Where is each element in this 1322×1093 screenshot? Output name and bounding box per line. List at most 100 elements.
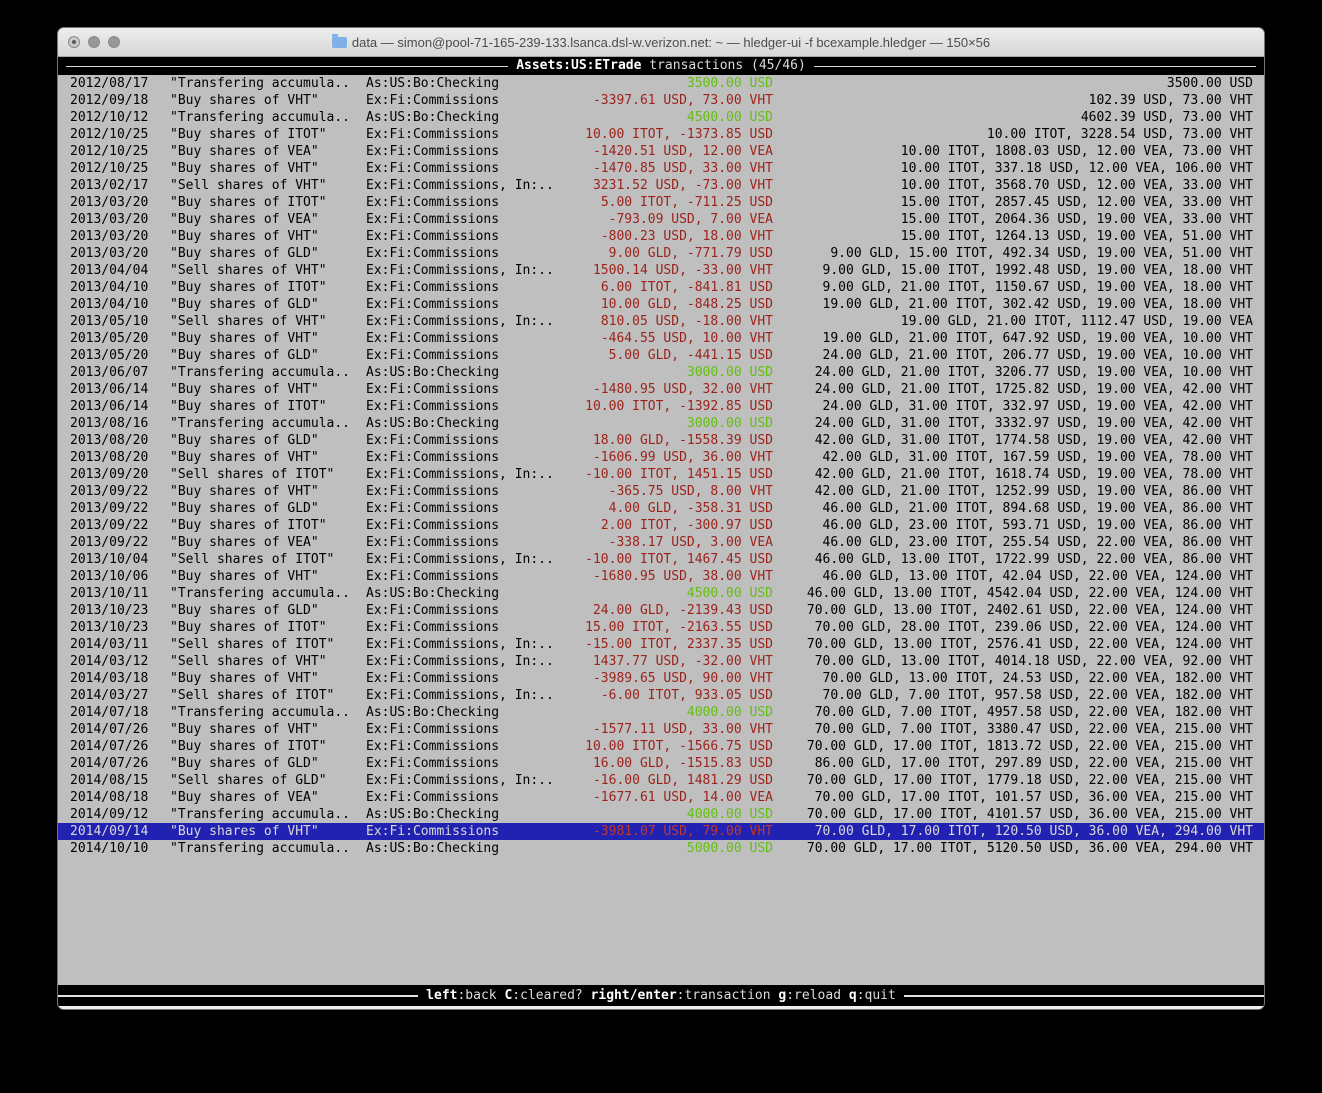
tx-date: 2013/03/20 (70, 246, 149, 261)
transaction-row[interactable]: 2013/04/10 "Buy shares of ITOT" Ex:Fi:Comm… (58, 279, 1264, 296)
window-controls (68, 28, 120, 56)
transaction-row[interactable]: 2012/09/18 "Buy shares of VHT" Ex:Fi:Commi… (58, 92, 1264, 109)
transaction-row[interactable]: 2014/03/18 "Buy shares of VHT" Ex:Fi:Commi… (58, 670, 1264, 687)
transaction-row[interactable]: 2013/08/16 "Transfering accumula.. As:US:B… (58, 415, 1264, 432)
transaction-row[interactable]: 2013/08/20 "Buy shares of VHT" Ex:Fi:Commi… (58, 449, 1264, 466)
transaction-row[interactable]: 2013/03/20 "Buy shares of VHT" Ex:Fi:Commi… (58, 228, 1264, 245)
tx-date: 2013/10/11 (70, 586, 149, 601)
tx-date: 2013/09/22 (70, 484, 149, 499)
transaction-row[interactable]: 2013/09/22 "Buy shares of VEA" Ex:Fi:Commi… (58, 534, 1264, 551)
transaction-row[interactable]: 2013/08/20 "Buy shares of GLD" Ex:Fi:Commi… (58, 432, 1264, 449)
tx-date: 2013/05/10 (70, 314, 149, 329)
tx-date: 2012/09/18 (70, 93, 149, 108)
tx-description: "Transfering accumula.. (170, 76, 351, 91)
tx-accounts: Ex:Fi:Commissions, In:.. (366, 178, 554, 193)
tx-description: "Sell shares of GLD" (170, 773, 327, 788)
tx-amount: 2.00 ITOT, -300.97 USD (600, 518, 773, 533)
tx-description: "Sell shares of ITOT" (170, 688, 335, 703)
transaction-row[interactable]: 2013/10/04 "Sell shares of ITOT" Ex:Fi:Com… (58, 551, 1264, 568)
tx-description: "Transfering accumula.. (170, 416, 351, 431)
tx-description: "Transfering accumula.. (170, 110, 351, 125)
transaction-row[interactable]: 2014/07/26 "Buy shares of ITOT" Ex:Fi:Comm… (58, 738, 1264, 755)
transaction-row[interactable]: 2012/08/17 "Transfering accumula.. As:US:B… (58, 75, 1264, 92)
tx-balance: 70.00 GLD, 7.00 ITOT, 4957.58 USD, 22.00… (814, 705, 1253, 720)
transaction-row[interactable]: 2012/10/25 "Buy shares of ITOT" Ex:Fi:Comm… (58, 126, 1264, 143)
transaction-row[interactable]: 2013/05/20 "Buy shares of GLD" Ex:Fi:Commi… (58, 347, 1264, 364)
tx-balance: 10.00 ITOT, 337.18 USD, 12.00 VEA, 106.0… (900, 161, 1253, 176)
tx-accounts: As:US:Bo:Checking (366, 110, 500, 125)
tx-description: "Buy shares of ITOT" (170, 127, 327, 142)
transaction-row[interactable]: 2012/10/25 "Buy shares of VHT" Ex:Fi:Commi… (58, 160, 1264, 177)
transaction-row[interactable]: 2013/10/11 "Transfering accumula.. As:US:B… (58, 585, 1264, 602)
tx-description: "Buy shares of GLD" (170, 433, 319, 448)
transaction-row[interactable]: 2013/02/17 "Sell shares of VHT" Ex:Fi:Comm… (58, 177, 1264, 194)
transaction-row[interactable]: 2014/07/18 "Transfering accumula.. As:US:B… (58, 704, 1264, 721)
transaction-row[interactable]: 2013/03/20 "Buy shares of ITOT" Ex:Fi:Comm… (58, 194, 1264, 211)
transaction-row[interactable]: 2014/10/10 "Transfering accumula.. As:US:B… (58, 840, 1264, 857)
transaction-row[interactable]: 2013/09/22 "Buy shares of VHT" Ex:Fi:Commi… (58, 483, 1264, 500)
minimize-button[interactable] (88, 36, 100, 48)
tx-date: 2014/09/12 (70, 807, 149, 822)
tx-accounts: As:US:Bo:Checking (366, 841, 500, 856)
tx-accounts: Ex:Fi:Commissions, In:.. (366, 552, 554, 567)
transaction-row[interactable]: 2014/09/14 "Buy shares of VHT" Ex:Fi:Commi… (58, 823, 1264, 840)
tx-date: 2014/07/26 (70, 756, 149, 771)
tx-date: 2013/04/10 (70, 297, 149, 312)
tx-date: 2013/03/20 (70, 229, 149, 244)
transaction-row[interactable]: 2013/05/20 "Buy shares of VHT" Ex:Fi:Commi… (58, 330, 1264, 347)
tx-balance: 86.00 GLD, 17.00 ITOT, 297.89 USD, 22.00… (814, 756, 1253, 771)
transaction-row[interactable]: 2013/03/20 "Buy shares of GLD" Ex:Fi:Commi… (58, 245, 1264, 262)
tx-balance: 70.00 GLD, 7.00 ITOT, 957.58 USD, 22.00 … (822, 688, 1253, 703)
transaction-row[interactable]: 2013/10/23 "Buy shares of ITOT" Ex:Fi:Comm… (58, 619, 1264, 636)
empty-area (58, 857, 1264, 985)
window-bottom-edge (58, 1006, 1264, 1009)
transaction-row[interactable]: 2014/03/11 "Sell shares of ITOT" Ex:Fi:Com… (58, 636, 1264, 653)
transaction-row[interactable]: 2012/10/25 "Buy shares of VEA" Ex:Fi:Commi… (58, 143, 1264, 160)
transaction-row[interactable]: 2013/05/10 "Sell shares of VHT" Ex:Fi:Comm… (58, 313, 1264, 330)
transaction-row[interactable]: 2014/08/18 "Buy shares of VEA" Ex:Fi:Commi… (58, 789, 1264, 806)
transaction-row[interactable]: 2014/07/26 "Buy shares of VHT" Ex:Fi:Commi… (58, 721, 1264, 738)
transaction-row[interactable]: 2014/03/27 "Sell shares of ITOT" Ex:Fi:Com… (58, 687, 1264, 704)
tx-balance: 46.00 GLD, 13.00 ITOT, 42.04 USD, 22.00 … (822, 569, 1253, 584)
tx-amount: -15.00 ITOT, 2337.35 USD (585, 637, 773, 652)
tx-balance: 46.00 GLD, 21.00 ITOT, 894.68 USD, 19.00… (822, 501, 1253, 516)
transaction-row[interactable]: 2013/04/04 "Sell shares of VHT" Ex:Fi:Comm… (58, 262, 1264, 279)
header-rule-right (813, 65, 1257, 67)
tx-amount: 3231.52 USD, -73.00 VHT (592, 178, 773, 193)
close-button[interactable] (68, 36, 80, 48)
tx-amount: -1680.95 USD, 38.00 VHT (592, 569, 773, 584)
transaction-row[interactable]: 2014/09/12 "Transfering accumula.. As:US:B… (58, 806, 1264, 823)
folder-icon (331, 33, 347, 48)
tx-amount: 10.00 ITOT, -1566.75 USD (585, 739, 773, 754)
tx-balance: 42.00 GLD, 21.00 ITOT, 1252.99 USD, 19.0… (814, 484, 1253, 499)
transaction-row[interactable]: 2013/04/10 "Buy shares of GLD" Ex:Fi:Commi… (58, 296, 1264, 313)
tx-amount: 6.00 ITOT, -841.81 USD (600, 280, 773, 295)
transaction-row[interactable]: 2014/03/12 "Sell shares of VHT" Ex:Fi:Comm… (58, 653, 1264, 670)
tx-accounts: Ex:Fi:Commissions, In:.. (366, 314, 554, 329)
tx-date: 2013/10/23 (70, 620, 149, 635)
tx-accounts: Ex:Fi:Commissions (366, 348, 500, 363)
transaction-row[interactable]: 2014/07/26 "Buy shares of GLD" Ex:Fi:Commi… (58, 755, 1264, 772)
transaction-row[interactable]: 2013/03/20 "Buy shares of VEA" Ex:Fi:Commi… (58, 211, 1264, 228)
transaction-row[interactable]: 2013/10/06 "Buy shares of VHT" Ex:Fi:Commi… (58, 568, 1264, 585)
tx-amount: 4000.00 USD (686, 705, 773, 720)
transaction-row[interactable]: 2013/06/14 "Buy shares of ITOT" Ex:Fi:Comm… (58, 398, 1264, 415)
transaction-row[interactable]: 2013/09/22 "Buy shares of ITOT" Ex:Fi:Comm… (58, 517, 1264, 534)
transaction-row[interactable]: 2013/06/14 "Buy shares of VHT" Ex:Fi:Commi… (58, 381, 1264, 398)
tx-balance: 9.00 GLD, 15.00 ITOT, 1992.48 USD, 19.00… (822, 263, 1253, 278)
transaction-row[interactable]: 2013/10/23 "Buy shares of GLD" Ex:Fi:Commi… (58, 602, 1264, 619)
transaction-row[interactable]: 2012/10/12 "Transfering accumula.. As:US:B… (58, 109, 1264, 126)
tx-description: "Transfering accumula.. (170, 365, 351, 380)
transaction-row[interactable]: 2013/09/20 "Sell shares of ITOT" Ex:Fi:Com… (58, 466, 1264, 483)
tx-description: "Buy shares of VHT" (170, 382, 319, 397)
tx-amount: -365.75 USD, 8.00 VHT (608, 484, 773, 499)
transaction-row[interactable]: 2013/09/22 "Buy shares of GLD" Ex:Fi:Commi… (58, 500, 1264, 517)
tx-amount: -464.55 USD, 10.00 VHT (600, 331, 773, 346)
tx-description: "Buy shares of ITOT" (170, 280, 327, 295)
tx-description: "Buy shares of ITOT" (170, 399, 327, 414)
transaction-row[interactable]: 2013/06/07 "Transfering accumula.. As:US:B… (58, 364, 1264, 381)
zoom-button[interactable] (108, 36, 120, 48)
tx-amount: -1677.61 USD, 14.00 VEA (592, 790, 773, 805)
tx-description: "Buy shares of VHT" (170, 671, 319, 686)
transaction-row[interactable]: 2014/08/15 "Sell shares of GLD" Ex:Fi:Comm… (58, 772, 1264, 789)
